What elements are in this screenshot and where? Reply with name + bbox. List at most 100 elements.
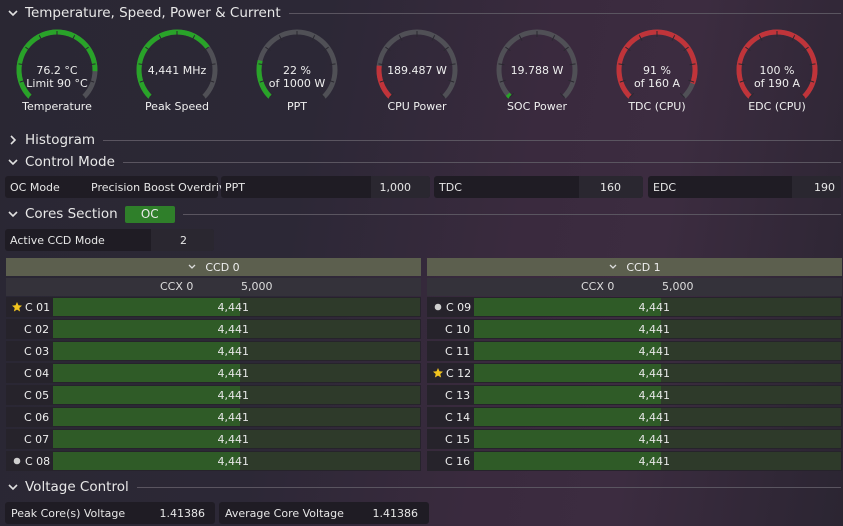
- core-frequency-bar: 4,441: [53, 298, 420, 316]
- gauge: 4,441 MHz Peak Speed: [127, 26, 227, 120]
- gauge-label: TDC (CPU): [628, 100, 686, 113]
- section-title: Control Mode: [25, 154, 115, 170]
- section-header-temperature[interactable]: Temperature, Speed, Power & Current: [0, 3, 843, 23]
- ccx-header: CCX 0 5,000: [427, 278, 842, 296]
- gauge-value: 76.2 °C: [36, 64, 78, 77]
- gauge-label: PPT: [287, 100, 307, 113]
- active-ccd-mode-field[interactable]: Active CCD Mode 2: [5, 229, 214, 251]
- core-row[interactable]: C 11 4,441: [427, 341, 842, 361]
- chevron-down-icon[interactable]: [6, 207, 20, 221]
- section-header-cores[interactable]: Cores Section OC: [0, 204, 843, 224]
- core-frequency-value: 4,441: [217, 323, 250, 336]
- gauge: 22 % of 1000 W PPT: [247, 26, 347, 120]
- core-row[interactable]: C 05 4,441: [6, 385, 421, 405]
- core-row[interactable]: C 16 4,441: [427, 451, 842, 471]
- core-frequency-value: 4,441: [217, 411, 250, 424]
- core-frequency-fill: [53, 408, 241, 426]
- core-row[interactable]: C 01 4,441: [6, 297, 421, 317]
- core-frequency-value: 4,441: [217, 345, 250, 358]
- core-frequency-value: 4,441: [638, 301, 671, 314]
- chevron-right-icon[interactable]: [6, 133, 20, 147]
- core-frequency-value: 4,441: [217, 455, 250, 468]
- section-header-histogram[interactable]: Histogram: [0, 130, 843, 150]
- average-voltage-label: Average Core Voltage: [225, 507, 344, 520]
- gauge-value: 4,441 MHz: [147, 64, 207, 77]
- peak-voltage-label: Peak Core(s) Voltage: [11, 507, 126, 520]
- tdc-value: 160: [600, 181, 621, 194]
- core-row[interactable]: C 04 4,441: [6, 363, 421, 383]
- core-frequency-bar: 4,441: [474, 430, 841, 448]
- core-row[interactable]: C 15 4,441: [427, 429, 842, 449]
- core-frequency-fill: [53, 342, 241, 360]
- core-row[interactable]: C 03 4,441: [6, 341, 421, 361]
- ppt-field[interactable]: PPT 1,000: [221, 176, 430, 198]
- core-frequency-fill: [53, 364, 241, 382]
- divider: [182, 213, 841, 215]
- chevron-down-icon[interactable]: [6, 480, 20, 494]
- peak-voltage-value: 1.41386: [159, 507, 206, 520]
- section-header-control-mode[interactable]: Control Mode: [0, 152, 843, 172]
- gauge: 189.487 W CPU Power: [367, 26, 467, 120]
- core-frequency-bar: 4,441: [53, 452, 420, 470]
- edc-value: 190: [814, 181, 835, 194]
- ccd-header[interactable]: CCD 1: [427, 258, 842, 276]
- oc-mode-value: Precision Boost Overdrive: [91, 181, 233, 194]
- average-voltage-value: 1.41386: [372, 507, 419, 520]
- core-frequency-bar: 4,441: [53, 408, 420, 426]
- tdc-field[interactable]: TDC 160: [434, 176, 643, 198]
- chevron-down-icon: [188, 264, 196, 269]
- gauge: 91 % of 160 A TDC (CPU): [607, 26, 707, 120]
- divider: [136, 486, 841, 488]
- gauge-value: 19.788 W: [510, 64, 564, 77]
- core-frequency-bar: 4,441: [474, 342, 841, 360]
- gauge-value: 91 %: [643, 64, 671, 77]
- section-header-voltage-control[interactable]: Voltage Control: [0, 477, 843, 497]
- core-row[interactable]: C 12 4,441: [427, 363, 842, 383]
- chevron-down-icon[interactable]: [6, 6, 20, 20]
- core-name: C 16: [445, 455, 471, 468]
- gauge-value: 22 %: [283, 64, 311, 77]
- core-frequency-value: 4,441: [217, 389, 250, 402]
- core-frequency-value: 4,441: [638, 455, 671, 468]
- gauge: 19.788 W SOC Power: [487, 26, 587, 120]
- tdc-label: TDC: [439, 181, 462, 194]
- chevron-down-icon[interactable]: [6, 155, 20, 169]
- core-frequency-fill: [474, 430, 662, 448]
- core-frequency-fill: [474, 408, 662, 426]
- active-ccd-input-bg: [151, 229, 214, 251]
- edc-field[interactable]: EDC 190: [648, 176, 841, 198]
- ccx-label: CCX 0: [581, 280, 615, 293]
- core-row[interactable]: C 13 4,441: [427, 385, 842, 405]
- gauge-subvalue: Limit 90 °C: [26, 77, 88, 90]
- core-name: C 04: [24, 367, 50, 380]
- core-row[interactable]: C 10 4,441: [427, 319, 842, 339]
- gauge-dial: [496, 29, 578, 99]
- gauge-dial: [256, 29, 338, 99]
- core-frequency-fill: [53, 298, 241, 316]
- core-frequency-value: 4,441: [638, 433, 671, 446]
- core-frequency-bar: 4,441: [53, 364, 420, 382]
- gauge-label: SOC Power: [506, 100, 568, 113]
- section-title: Cores Section: [25, 206, 118, 222]
- gauge-dial: [16, 29, 98, 99]
- core-frequency-fill: [53, 386, 241, 404]
- section-title: Voltage Control: [25, 479, 129, 495]
- core-row[interactable]: C 07 4,441: [6, 429, 421, 449]
- core-name: C 02: [24, 323, 50, 336]
- core-row[interactable]: C 09 4,441: [427, 297, 842, 317]
- core-name: C 07: [24, 433, 50, 446]
- oc-mode-field[interactable]: OC Mode Precision Boost Overdrive: [5, 176, 232, 198]
- core-row[interactable]: C 06 4,441: [6, 407, 421, 427]
- core-frequency-bar: 4,441: [474, 386, 841, 404]
- gauge-dial: [736, 29, 818, 99]
- core-name: C 09: [446, 301, 472, 314]
- dot-icon: [13, 457, 21, 465]
- ccd-header[interactable]: CCD 0: [6, 258, 421, 276]
- core-row[interactable]: C 02 4,441: [6, 319, 421, 339]
- core-row[interactable]: C 08 4,441: [6, 451, 421, 471]
- core-frequency-value: 4,441: [217, 367, 250, 380]
- core-frequency-fill: [474, 364, 662, 382]
- core-frequency-fill: [474, 386, 662, 404]
- core-row[interactable]: C 14 4,441: [427, 407, 842, 427]
- core-frequency-bar: 4,441: [474, 320, 841, 338]
